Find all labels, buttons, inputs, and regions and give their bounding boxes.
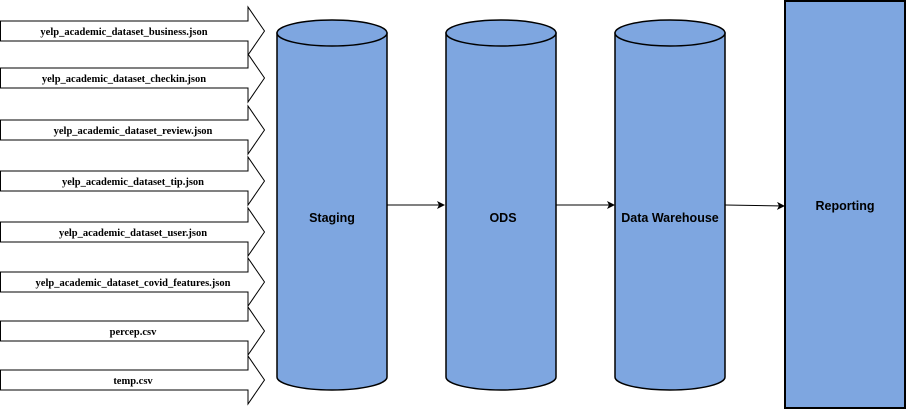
source-label: yelp_academic_dataset_tip.json: [62, 177, 204, 188]
source-label: yelp_academic_dataset_user.json: [59, 228, 207, 239]
source-list: yelp_academic_dataset_business.json yelp…: [0, 5, 266, 406]
source-arrow: yelp_academic_dataset_tip.json: [0, 155, 266, 207]
source-arrow-shape: [0, 52, 266, 104]
source-arrow-shape: [0, 256, 266, 308]
source-arrow-shape: [0, 354, 266, 406]
source-label: yelp_academic_dataset_review.json: [54, 126, 213, 137]
source-label: temp.csv: [113, 376, 153, 387]
stage-label: Staging: [309, 211, 355, 225]
cylinder-top: [614, 19, 726, 47]
connector-arrow: [724, 201, 785, 210]
cylinder-body: [276, 32, 388, 391]
reporting-rect: [784, 0, 906, 409]
source-arrow: yelp_academic_dataset_business.json: [0, 5, 266, 57]
connector-list: [387, 201, 785, 210]
ods-cylinder: ODS: [445, 19, 557, 391]
stage-label: Reporting: [815, 199, 874, 213]
source-arrow: temp.csv: [0, 354, 266, 406]
source-arrow: yelp_academic_dataset_review.json: [0, 104, 266, 156]
staging-cylinder: Staging: [276, 19, 388, 391]
cylinder-top: [445, 19, 557, 47]
stage-label: Data Warehouse: [621, 211, 719, 225]
source-label: yelp_academic_dataset_business.json: [40, 27, 207, 38]
source-label: yelp_academic_dataset_checkin.json: [42, 74, 206, 85]
source-arrow-shape: [0, 104, 266, 156]
source-arrow-shape: [0, 5, 266, 57]
source-label: percep.csv: [110, 327, 158, 338]
source-arrow: yelp_academic_dataset_checkin.json: [0, 52, 266, 104]
reporting-box: Reporting: [784, 0, 906, 409]
source-arrow: percep.csv: [0, 305, 266, 357]
cylinder-body: [614, 32, 726, 391]
source-arrow: yelp_academic_dataset_user.json: [0, 206, 266, 258]
data-warehouse-cylinder: Data Warehouse: [614, 19, 726, 391]
source-arrow-shape: [0, 155, 266, 207]
cylinder-top: [276, 19, 388, 47]
source-arrow-shape: [0, 206, 266, 258]
source-label: yelp_academic_dataset_covid_features.jso…: [36, 278, 231, 289]
cylinder-body: [445, 32, 557, 391]
source-arrow-shape: [0, 305, 266, 357]
source-arrow: yelp_academic_dataset_covid_features.jso…: [0, 256, 266, 308]
stage-label: ODS: [489, 211, 516, 225]
